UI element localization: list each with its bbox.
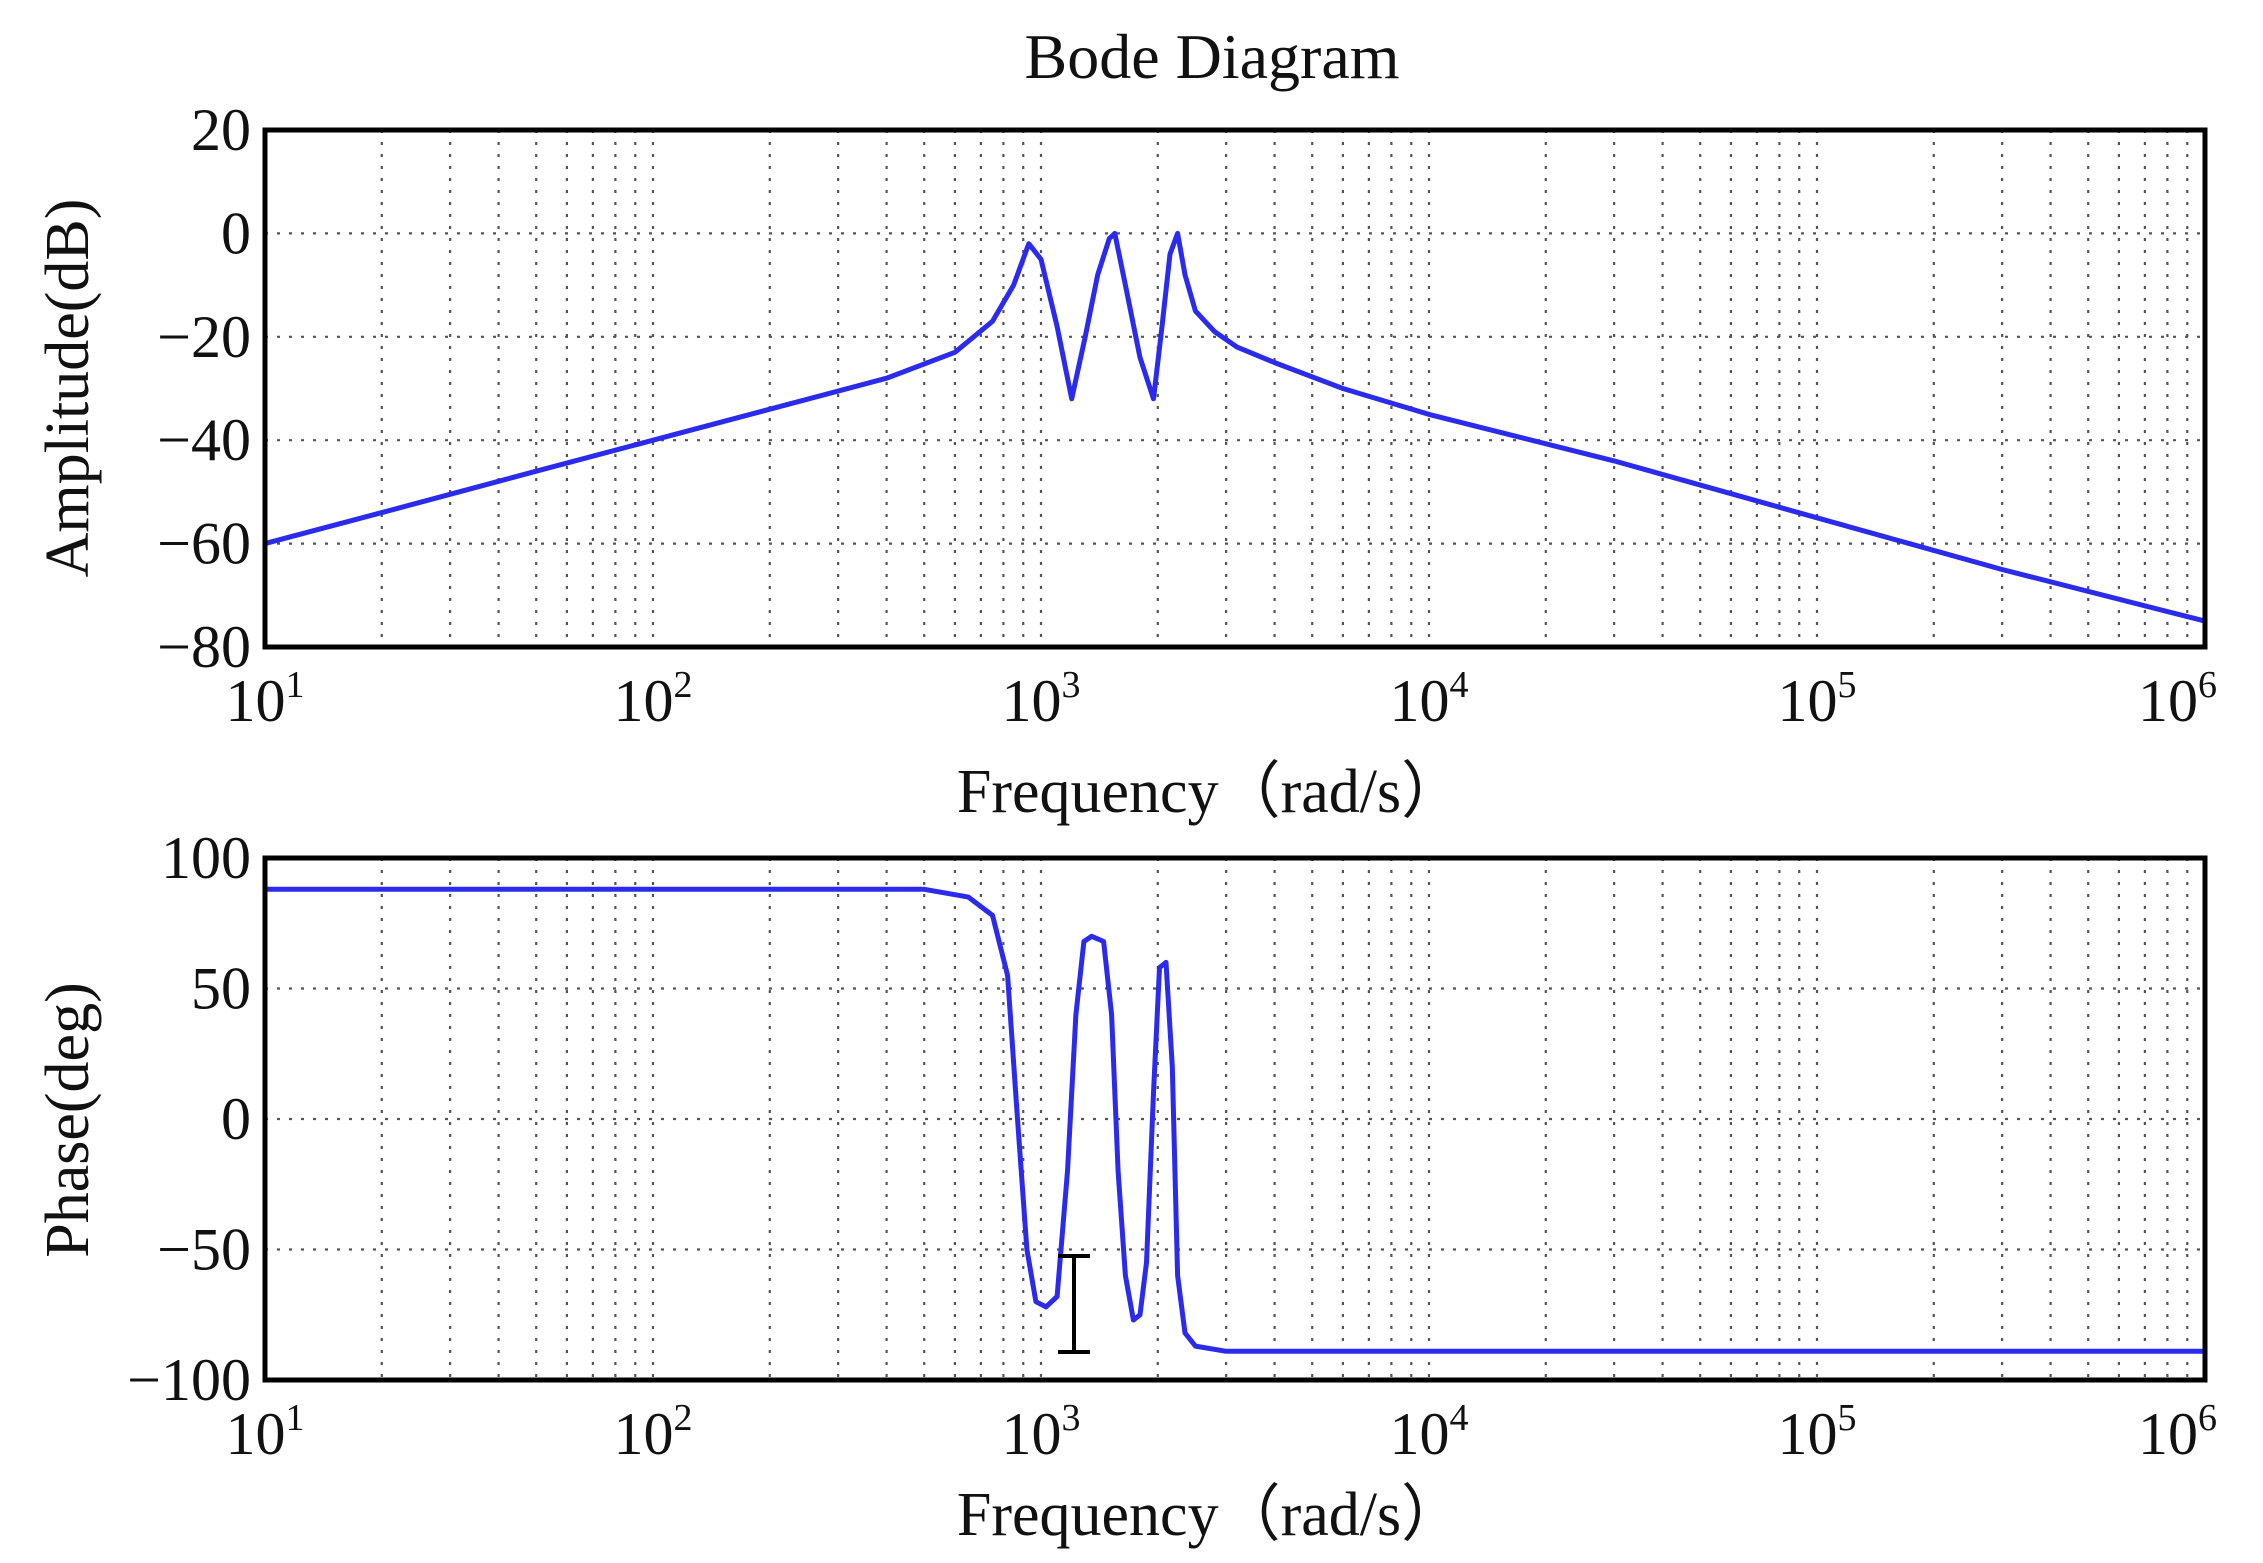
amplitude-plot: 20 0 −20 −40 −60 −80 101 102 103 104 105 106 Frequ…	[34, 97, 2217, 826]
amplitude-y-tick-label: −60	[157, 511, 251, 577]
amplitude-x-tick-label: 101	[226, 664, 305, 734]
amplitude-y-tick-label: 20	[191, 97, 251, 163]
amplitude-x-axis-label: Frequency（rad/s）	[957, 758, 1463, 826]
amplitude-plot-frame	[262, 127, 2208, 650]
text-cursor-icon	[1058, 1254, 1090, 1354]
amplitude-x-tick-label: 103	[1002, 664, 1081, 734]
chart-title: Bode Diagram	[1025, 21, 1400, 92]
phase-plot: 100 50 0 −50 −100 101 102 103 104 105 106 Frequen…	[34, 825, 2217, 1549]
phase-plot-frame	[262, 855, 2208, 1383]
amplitude-y-axis-label: Amplitude(dB)	[34, 199, 102, 578]
amplitude-x-tick-label: 102	[614, 664, 693, 734]
phase-y-tick-label: 0	[221, 1086, 251, 1152]
amplitude-x-tick-label: 106	[2138, 664, 2217, 734]
phase-x-tick-label: 101	[226, 1397, 305, 1467]
amplitude-y-tick-label: −80	[157, 614, 251, 680]
amplitude-x-tick-label: 105	[1778, 664, 1857, 734]
amplitude-series-line	[262, 230, 2208, 624]
phase-series-line	[262, 886, 2208, 1354]
phase-y-tick-label: −50	[157, 1217, 251, 1283]
phase-x-axis-label: Frequency（rad/s）	[957, 1481, 1463, 1549]
phase-y-tick-label: −100	[127, 1347, 251, 1413]
phase-y-axis-label: Phase(deg)	[34, 982, 102, 1257]
amplitude-x-tick-label: 104	[1390, 664, 1469, 734]
amplitude-y-tick-label: 0	[221, 200, 251, 266]
phase-x-tick-label: 105	[1778, 1397, 1857, 1467]
phase-x-tick-label: 103	[1002, 1397, 1081, 1467]
phase-x-tick-label: 102	[614, 1397, 693, 1467]
phase-y-tick-label: 100	[161, 825, 251, 891]
phase-y-tick-label: 50	[191, 956, 251, 1022]
phase-x-tick-label: 106	[2138, 1397, 2217, 1467]
amplitude-y-tick-label: −40	[157, 407, 251, 473]
amplitude-y-tick-label: −20	[157, 304, 251, 370]
phase-x-tick-label: 104	[1390, 1397, 1469, 1467]
